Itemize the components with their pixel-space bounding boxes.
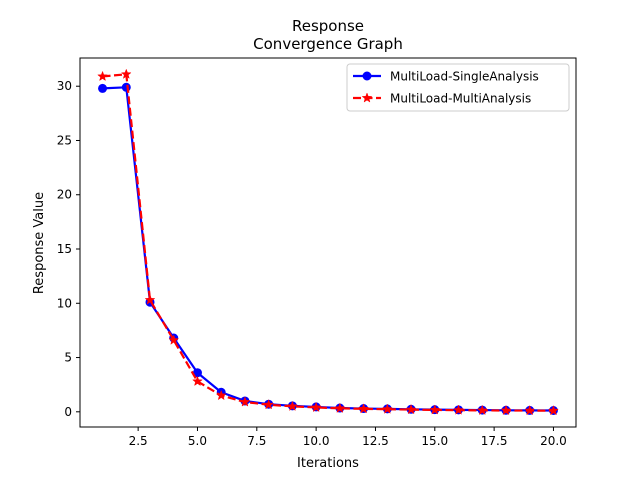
y-axis-label: Response Value — [32, 192, 47, 294]
y-tick-label: 5 — [64, 351, 72, 365]
y-axis-ticks: 0 5 10 15 20 25 30 — [57, 79, 80, 419]
series-2-point — [310, 401, 322, 413]
x-tick-label: 10.0 — [303, 434, 330, 448]
series-2-point — [97, 70, 108, 82]
series-1-point — [98, 83, 108, 93]
y-tick-label: 15 — [57, 242, 72, 256]
legend-marker-2 — [361, 92, 373, 103]
x-axis-ticks: 2.5 5.0 7.5 10.0 12.5 15.0 17.5 20.0 — [129, 427, 567, 448]
chart-title-line-1: Response — [292, 17, 364, 35]
series-2-point — [192, 375, 203, 387]
y-tick-label: 20 — [57, 188, 72, 202]
series-2-point — [334, 402, 346, 413]
legend-box — [346, 63, 570, 112]
series-2-point — [239, 396, 251, 407]
legend-marker-1 — [362, 71, 372, 81]
y-tick-label: 30 — [57, 79, 72, 93]
legend: MultiLoad-SingleAnalysis MultiLoad-MultiA… — [346, 63, 570, 112]
x-tick-label: 12.5 — [362, 434, 389, 448]
series-2-point — [144, 294, 156, 305]
y-tick-label: 0 — [64, 405, 72, 419]
series-2-point — [358, 403, 370, 414]
series-line-2 — [102, 73, 554, 412]
x-tick-label: 5.0 — [188, 434, 207, 448]
series-2-point — [453, 404, 464, 415]
series-2-point — [524, 404, 536, 416]
x-tick-label: 15.0 — [421, 434, 448, 448]
series-2-point — [500, 404, 512, 416]
series-2-point — [429, 404, 441, 415]
series-2-point — [405, 403, 417, 415]
x-tick-label: 17.5 — [481, 434, 508, 448]
series-2-point — [263, 399, 275, 410]
series-2-point — [548, 405, 559, 416]
axes-frame — [79, 57, 577, 428]
series-2-point — [120, 68, 132, 79]
x-tick-label: 20.0 — [540, 434, 567, 448]
series-1-point — [121, 82, 131, 92]
y-tick-label: 25 — [57, 133, 72, 147]
series-2-point — [286, 400, 298, 411]
plot-area — [97, 68, 559, 416]
legend-label-1: MultiLoad-SingleAnalysis — [390, 70, 539, 84]
legend-label-2: MultiLoad-MultiAnalysis — [390, 92, 531, 106]
series-2-point — [215, 389, 227, 401]
y-tick-label: 10 — [57, 296, 72, 310]
x-axis-label: Iterations — [297, 456, 359, 471]
chart-title-line-2: Convergence Graph — [253, 35, 403, 53]
x-tick-label: 2.5 — [129, 434, 148, 448]
series-2-point — [168, 334, 180, 345]
series-2-point — [476, 404, 488, 416]
x-tick-label: 7.5 — [247, 434, 266, 448]
series-2-point — [381, 403, 393, 414]
